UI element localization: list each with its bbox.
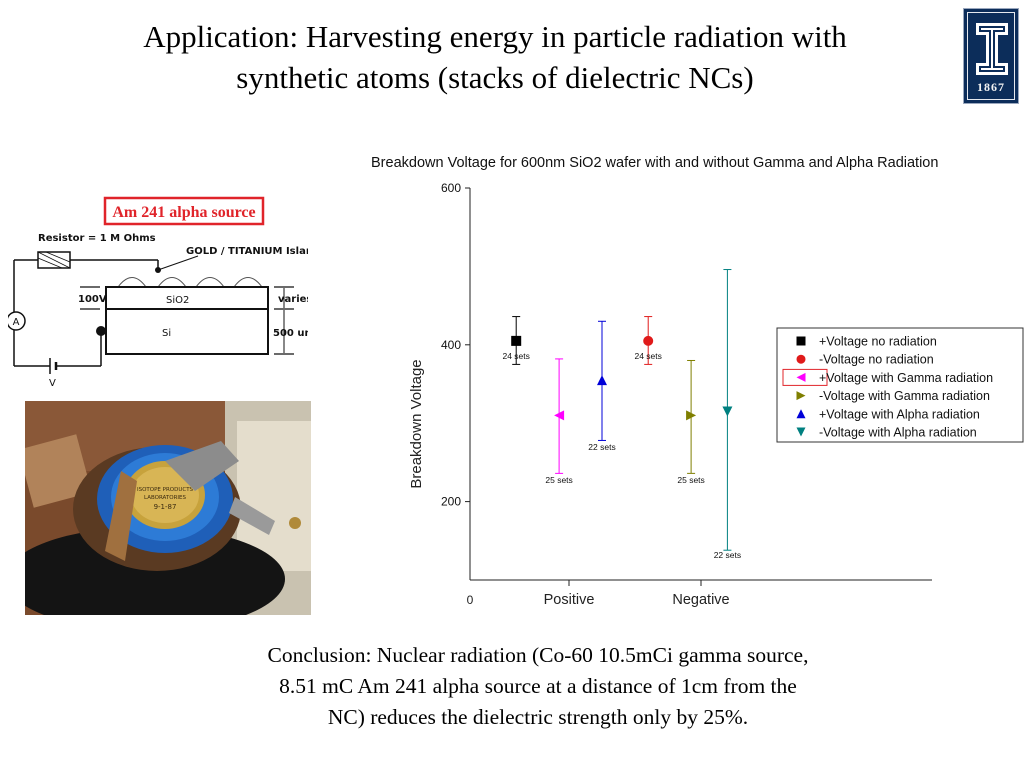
data-point [722,406,733,417]
legend-highlight [782,368,828,386]
point-annotation: 24 sets [634,351,661,361]
islands-label: GOLD / TITANIUM Islands [186,246,308,257]
chart-title: Breakdown Voltage for 600nm SiO2 wafer w… [371,155,938,171]
supply-label: V [49,378,56,389]
slide-title: Application: Harvesting energy in partic… [60,16,930,98]
photo-label-line-2: LABORATORIES [144,495,187,501]
conclusion-line-3: NC) reduces the dielectric strength only… [327,705,749,729]
conclusion-line-1: Conclusion: Nuclear radiation (Co-60 10.… [267,643,809,667]
logo-year: 1867 [977,80,1005,94]
source-label-box [103,196,265,226]
data-point [686,410,697,421]
legend-entry: +Voltage no radiation [819,335,937,349]
legend-marker [796,354,806,364]
series-4: 22 sets [588,320,616,452]
conclusion-text: Conclusion: Nuclear radiation (Co-60 10.… [200,640,876,733]
ammeter-label: A [13,317,20,328]
y-tick-label: 200 [441,495,461,509]
series-2: 25 sets [545,358,573,485]
university-logo: 1867 [963,8,1019,104]
substrate-label: Si [162,328,171,339]
legend-marker [796,427,806,437]
x-tick-label: 0 [467,593,474,607]
thickness-label: 500 um [273,328,308,339]
series-5: 22 sets [714,269,741,560]
title-line-2: synthetic atoms (stacks of dielectric NC… [236,60,754,95]
photo-label-line-3: 9-1-87 [154,503,177,511]
legend-entry: -Voltage no radiation [819,353,934,367]
data-point [643,335,654,346]
circuit-schematic: Am 241 alpha source Resistor = 1 M Ohms … [8,196,308,389]
ammeter-icon [8,311,26,331]
alpha-source-photo: ISOTOPE PRODUCTS LABORATORIES 9-1-87 [25,401,311,615]
block-i-icon [976,23,1008,75]
chart-marks: 24 sets 24 sets 25 sets 25 sets 22 sets 22 se… [502,269,741,560]
source-label: Am 241 alpha source [112,204,255,221]
point-annotation: 25 sets [677,475,704,485]
y-tick-label: 400 [441,338,461,352]
series-3: 25 sets [677,359,705,485]
varies-label: varies [278,294,308,305]
breakdown-voltage-chart: Breakdown Voltage for 600nm SiO2 wafer w… [371,155,1024,608]
title-line-1: Application: Harvesting energy in partic… [143,19,847,54]
legend-entry: +Voltage with Gamma radiation [819,371,993,385]
data-point [597,375,607,386]
photo-illustration: ISOTOPE PRODUCTS LABORATORIES 9-1-87 [25,401,311,615]
legend-entry: +Voltage with Alpha radiation [819,407,980,421]
chart-axes: 200 400 600 0 Positive Negative [441,181,932,608]
conclusion-line-2: 8.51 mC Am 241 alpha source at a distanc… [279,674,797,698]
y-tick-label: 600 [441,181,461,195]
oxide-label: SiO2 [166,295,189,306]
point-annotation: 24 sets [502,351,529,361]
point-annotation: 22 sets [714,550,741,560]
legend-marker [796,336,806,346]
series-0: 24 sets [502,316,530,365]
resistor-label: Resistor = 1 M Ohms [38,233,156,244]
y-axis-label: Breakdown Voltage [408,359,425,488]
si-substrate [105,308,269,355]
logo-border [967,12,1015,100]
voltage-label: 100V [78,294,107,305]
legend-marker [796,409,806,419]
chart-legend: +Voltage no radiation -Voltage no radiati… [776,327,1024,443]
legend-marker [796,391,806,401]
point-annotation: 22 sets [588,442,615,452]
legend-entry: -Voltage with Gamma radiation [819,389,990,403]
series-1: 24 sets [634,316,662,365]
point-annotation: 25 sets [545,475,572,485]
legend-marker [796,372,806,382]
legend-entry: -Voltage with Alpha radiation [819,426,977,440]
photo-label-line-1: ISOTOPE PRODUCTS [137,487,194,493]
x-tick-label: Positive [544,592,595,608]
data-point [511,335,522,346]
data-point [554,410,565,421]
x-tick-label: Negative [672,592,729,608]
